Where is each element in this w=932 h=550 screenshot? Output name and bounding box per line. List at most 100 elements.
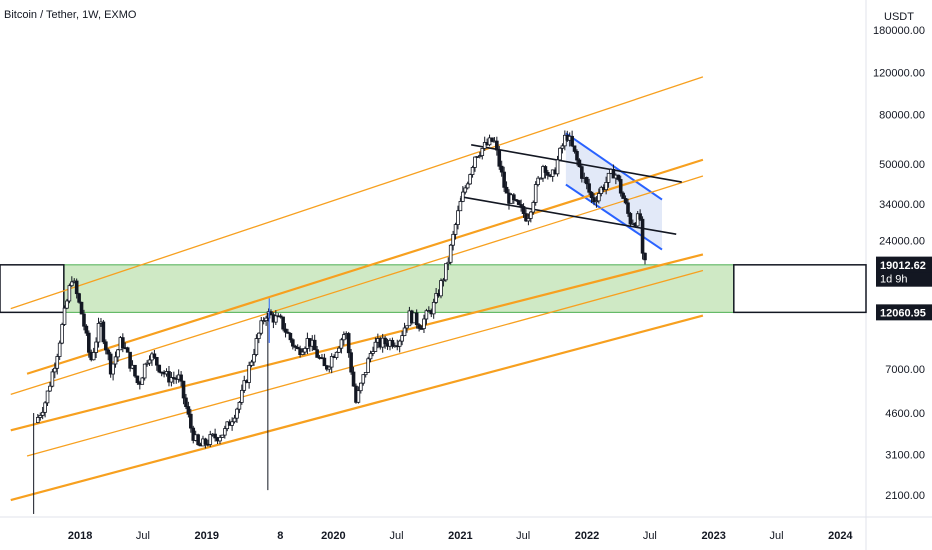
candle-body (495, 140, 499, 151)
candle-body (465, 183, 470, 189)
candle-body (616, 174, 621, 180)
candle-body (145, 362, 149, 365)
candle-body (417, 324, 421, 329)
candle-body (322, 357, 327, 367)
candle-body (237, 402, 242, 410)
candle-body (446, 261, 451, 265)
candle-body (147, 359, 152, 364)
candle-body (543, 166, 548, 173)
trend-line (10, 314, 704, 502)
candle-body (249, 361, 254, 366)
candle-body (121, 337, 125, 349)
candle-body (242, 380, 247, 391)
candle-body (444, 263, 448, 281)
candle-body (606, 172, 611, 183)
candle-body (65, 300, 69, 309)
candle-body (77, 293, 81, 303)
candle-body (371, 351, 375, 354)
x-tick-label: Jul (769, 530, 783, 542)
candle-body (312, 339, 317, 351)
x-tick-label: Jul (516, 530, 530, 542)
candle-body (516, 200, 521, 205)
y-tick-label: 3100.00 (885, 449, 925, 461)
candle-body (40, 411, 45, 416)
candle-body (441, 279, 446, 282)
candle-body (346, 333, 351, 354)
candle-body (499, 165, 504, 173)
candle-body (480, 147, 485, 157)
candle-body (621, 192, 625, 199)
candle-body (157, 364, 162, 373)
y-tick-label: 24000.00 (879, 235, 925, 247)
trend-line (460, 195, 677, 235)
candle-body (240, 389, 244, 403)
candle-body (74, 280, 79, 295)
candle-body (135, 375, 140, 384)
y-tick-label: 4600.00 (885, 408, 925, 420)
y-tick-label: 180000.00 (873, 25, 925, 37)
candle-body (531, 202, 536, 213)
candle-body (577, 159, 582, 168)
candle-body (397, 340, 402, 347)
y-tick-label: 120000.00 (873, 67, 925, 79)
candle-body (470, 167, 475, 175)
candle-body (434, 293, 438, 303)
y-tick-label: 2100.00 (885, 490, 925, 502)
candle-body (79, 301, 84, 315)
candle-body (504, 186, 509, 194)
candle-body (584, 176, 589, 185)
candle-body (461, 191, 465, 202)
candle-body (538, 177, 543, 180)
candle-body (524, 213, 528, 222)
trend-line (471, 144, 682, 183)
x-tick-label: 2024 (828, 530, 853, 542)
x-tick-label: 2020 (321, 530, 345, 542)
candle-body (558, 147, 562, 161)
candle-body (261, 320, 266, 322)
candle-body (254, 338, 259, 355)
candle-body (502, 171, 506, 188)
candle-body (533, 184, 538, 203)
candle-body (133, 364, 137, 377)
candle-body (575, 151, 579, 161)
candle-body (57, 342, 62, 357)
candle-body (453, 224, 458, 235)
trend-line (26, 269, 704, 457)
candle-body (142, 363, 147, 379)
candle-body (96, 323, 101, 343)
candle-body (230, 421, 234, 426)
candle-body (181, 380, 186, 399)
candle-body (91, 352, 96, 361)
candle-body (303, 348, 307, 353)
level-label-box (876, 256, 932, 273)
candle-body (257, 332, 261, 339)
candle-body (597, 193, 601, 202)
candle-body (424, 310, 429, 320)
candle-body (623, 198, 628, 204)
candle-body (594, 200, 599, 203)
candle-body (67, 285, 72, 302)
candle-body (560, 145, 565, 149)
level-label: 19012.62 (880, 260, 926, 272)
channel-fill (565, 133, 662, 250)
candle-body (283, 328, 288, 333)
candle-body (451, 233, 455, 246)
candle-body (184, 397, 188, 407)
chart-title: Bitcoin / Tether, 1W, EXMO (4, 9, 137, 21)
candle-body (628, 213, 633, 225)
candle-body (635, 213, 640, 227)
candle-body (213, 433, 217, 439)
candle-body (300, 351, 305, 356)
candle-body (405, 325, 409, 329)
candle-body (390, 339, 395, 347)
candle-body (334, 351, 339, 358)
candle-body (482, 142, 487, 149)
candle-body (87, 332, 91, 353)
candle-body (62, 307, 67, 325)
level-label-box (876, 304, 932, 321)
candle-body (232, 417, 237, 423)
candle-body (422, 318, 426, 329)
candle-body (274, 315, 278, 323)
